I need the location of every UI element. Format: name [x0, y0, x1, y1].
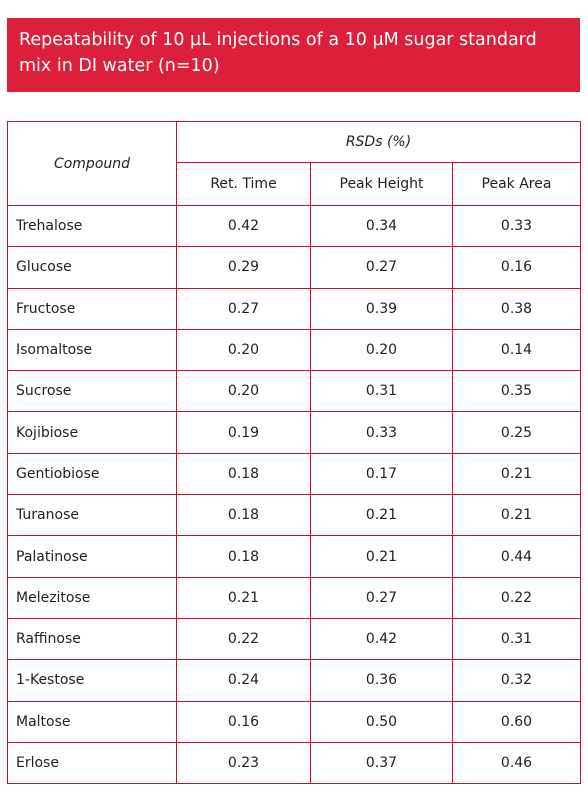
compound-name: Turanose — [7, 494, 177, 537]
table-row: Fructose 0.27 0.39 0.38 — [7, 287, 581, 330]
compound-header: Compound — [7, 121, 177, 206]
rsd-value: 0.21 — [310, 535, 453, 578]
compound-name: Raffinose — [7, 617, 177, 661]
compound-name: Erlose — [7, 741, 177, 785]
rsd-value: 0.16 — [452, 246, 581, 289]
rsd-value: 0.18 — [176, 452, 311, 496]
table-row: Isomaltose 0.20 0.20 0.14 — [7, 328, 581, 372]
rsd-value: 0.25 — [452, 411, 581, 454]
table-row: Sucrose 0.20 0.31 0.35 — [7, 370, 581, 413]
rsd-value: 0.20 — [176, 328, 311, 372]
compound-name: Trehalose — [7, 204, 177, 248]
rsd-value: 0.46 — [452, 741, 581, 785]
rsd-value: 0.23 — [176, 741, 311, 785]
rsd-value: 0.21 — [452, 452, 581, 496]
rsd-value: 0.35 — [452, 370, 581, 413]
table-row: Glucose 0.29 0.27 0.16 — [7, 246, 581, 289]
table-row: Raffinose 0.22 0.42 0.31 — [7, 617, 581, 661]
table-row: Palatinose 0.18 0.21 0.44 — [7, 535, 581, 578]
rsd-value: 0.21 — [176, 576, 311, 619]
rsd-value: 0.16 — [176, 700, 311, 743]
rsd-value: 0.14 — [452, 328, 581, 372]
compound-name: Maltose — [7, 700, 177, 743]
table-row: Maltose 0.16 0.50 0.60 — [7, 700, 581, 743]
rsd-value: 0.42 — [310, 617, 453, 661]
table-row: Kojibiose 0.19 0.33 0.25 — [7, 411, 581, 454]
compound-name: Fructose — [7, 287, 177, 330]
title-banner: Repeatability of 10 µL injections of a 1… — [7, 18, 580, 92]
rsd-value: 0.31 — [310, 370, 453, 413]
rsd-value: 0.36 — [310, 659, 453, 702]
table-row: Erlose 0.23 0.37 0.46 — [7, 741, 581, 785]
rsd-value: 0.22 — [176, 617, 311, 661]
rsd-value: 0.21 — [452, 494, 581, 537]
column-header: Peak Height — [310, 162, 453, 206]
rsd-value: 0.39 — [310, 287, 453, 330]
table-row: Trehalose 0.42 0.34 0.33 — [7, 204, 581, 248]
compound-name: Gentiobiose — [7, 452, 177, 496]
rsd-value: 0.44 — [452, 535, 581, 578]
column-header: Peak Area — [452, 162, 581, 206]
rsd-value: 0.17 — [310, 452, 453, 496]
rsd-value: 0.38 — [452, 287, 581, 330]
table-row: Gentiobiose 0.18 0.17 0.21 — [7, 452, 581, 496]
rsd-table: Compound RSDs (%) Ret. Time Peak Height Pe… — [7, 121, 581, 785]
rsd-value: 0.34 — [310, 204, 453, 248]
table-row: Melezitose 0.21 0.27 0.22 — [7, 576, 581, 619]
compound-name: Palatinose — [7, 535, 177, 578]
group-header: RSDs (%) — [176, 121, 581, 163]
compound-name: Melezitose — [7, 576, 177, 619]
table-row: Turanose 0.18 0.21 0.21 — [7, 494, 581, 537]
compound-name: Glucose — [7, 246, 177, 289]
rsd-value: 0.33 — [452, 204, 581, 248]
rsd-value: 0.18 — [176, 535, 311, 578]
rsd-value: 0.33 — [310, 411, 453, 454]
rsd-value: 0.19 — [176, 411, 311, 454]
rsd-value: 0.27 — [310, 576, 453, 619]
compound-name: Kojibiose — [7, 411, 177, 454]
compound-name: Sucrose — [7, 370, 177, 413]
rsd-value: 0.50 — [310, 700, 453, 743]
rsd-value: 0.20 — [310, 328, 453, 372]
rsd-value: 0.32 — [452, 659, 581, 702]
rsd-value: 0.20 — [176, 370, 311, 413]
rsd-value: 0.24 — [176, 659, 311, 702]
rsd-value: 0.27 — [176, 287, 311, 330]
compound-name: Isomaltose — [7, 328, 177, 372]
rsd-value: 0.42 — [176, 204, 311, 248]
rsd-value: 0.60 — [452, 700, 581, 743]
rsd-value: 0.21 — [310, 494, 453, 537]
compound-name: 1-Kestose — [7, 659, 177, 702]
rsd-value: 0.29 — [176, 246, 311, 289]
rsd-value: 0.37 — [310, 741, 453, 785]
table-row: 1-Kestose 0.24 0.36 0.32 — [7, 659, 581, 702]
column-header: Ret. Time — [176, 162, 311, 206]
rsd-value: 0.18 — [176, 494, 311, 537]
rsd-value: 0.27 — [310, 246, 453, 289]
rsd-value: 0.31 — [452, 617, 581, 661]
rsd-value: 0.22 — [452, 576, 581, 619]
